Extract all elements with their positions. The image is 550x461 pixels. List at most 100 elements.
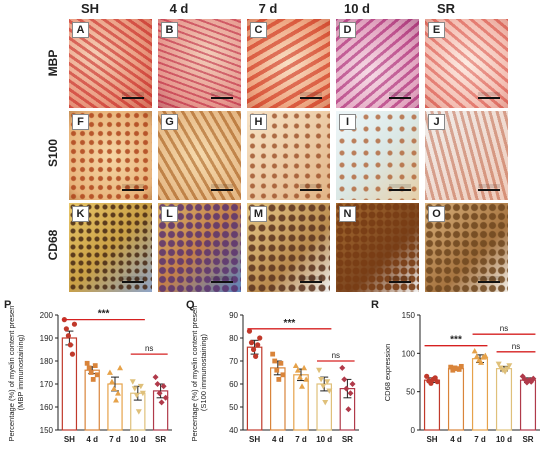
data-point — [160, 383, 167, 390]
scale-bar — [122, 92, 144, 99]
data-point — [110, 385, 117, 391]
significance-label: *** — [98, 309, 110, 320]
data-point — [88, 370, 94, 375]
scale-bar — [389, 92, 411, 99]
micrograph-s100-4d: G — [158, 111, 241, 200]
panel-letter: K — [72, 206, 89, 222]
y-tick-label: 0 — [411, 426, 416, 435]
micrograph-s100-10d: I — [336, 111, 419, 200]
data-point — [152, 374, 159, 381]
significance-label: *** — [284, 318, 296, 329]
data-point — [129, 379, 136, 385]
micrograph-s100-sr: J — [425, 111, 508, 200]
data-point — [506, 363, 513, 369]
row-label-s100: S100 — [46, 138, 60, 168]
data-point — [246, 328, 253, 334]
data-point — [154, 381, 161, 387]
significance-label: ns — [512, 342, 520, 351]
significance-label: *** — [450, 335, 462, 346]
y-tick-label: 190 — [40, 334, 54, 343]
scale-bar — [211, 184, 233, 191]
micrograph-s100-sh: F — [69, 111, 152, 200]
data-point — [162, 394, 169, 401]
column-header-4d: 4 d — [169, 1, 189, 16]
x-tick-label: 4 d — [272, 435, 284, 444]
panel-letter: J — [428, 114, 445, 130]
scale-bar — [389, 276, 411, 283]
data-point — [250, 346, 257, 353]
data-point — [248, 340, 255, 346]
panel-letter: F — [72, 114, 89, 130]
data-point — [84, 360, 90, 366]
data-point — [316, 367, 323, 374]
data-point — [303, 376, 310, 382]
y-tick-label: 150 — [402, 311, 416, 320]
scale-bar — [478, 276, 500, 283]
data-point — [255, 342, 261, 348]
panel-letter: G — [161, 114, 178, 130]
x-tick-label: SH — [64, 435, 75, 444]
panel-letter: H — [250, 114, 267, 130]
panel-letter: B — [161, 22, 178, 38]
data-point — [326, 388, 333, 394]
column-header-10d: 10 d — [343, 1, 370, 16]
y-tick-label: 160 — [40, 403, 54, 412]
data-point — [471, 348, 478, 354]
bar-chart-cd68: 0 50 100 150 CD68 expression SH 4 d 7 d 10 d SR **… — [383, 311, 540, 444]
data-point — [456, 367, 462, 372]
row-label-cd68: CD68 — [46, 229, 60, 261]
data-point — [341, 376, 348, 383]
data-point — [324, 379, 331, 385]
data-point — [257, 335, 263, 341]
y-tick-label: 50 — [406, 388, 415, 397]
data-point — [94, 372, 100, 378]
data-point — [526, 377, 533, 384]
micrograph-cd68-10d: N — [336, 203, 419, 292]
micrograph-cd68-7d: M — [247, 203, 330, 292]
scale-bar — [300, 276, 322, 283]
x-tick-label: 7 d — [474, 435, 486, 444]
bar — [293, 374, 309, 431]
data-point — [345, 406, 352, 413]
x-tick-label: SR — [522, 435, 533, 444]
y-axis-label: CD68 expression — [383, 344, 392, 402]
y-tick-label: 60 — [229, 380, 238, 389]
bar — [519, 379, 537, 431]
micrograph-mbp-10d: D — [336, 19, 419, 108]
data-point — [108, 378, 115, 385]
x-tick-label: 4 d — [86, 435, 98, 444]
scale-bar — [211, 276, 233, 283]
data-point — [280, 372, 286, 378]
data-point — [139, 390, 146, 397]
panel-letter: N — [339, 206, 356, 222]
row-label-mbp: MBP — [46, 49, 60, 77]
data-point — [270, 351, 276, 357]
data-point — [458, 363, 464, 369]
micrograph-mbp-4d: B — [158, 19, 241, 108]
panel-letter: D — [339, 22, 356, 38]
y-axis-label: Percentage (%) of myelin content present — [190, 305, 199, 442]
data-point — [322, 400, 329, 406]
data-point — [272, 358, 278, 364]
y-tick-label: 170 — [40, 380, 54, 389]
bar — [447, 368, 465, 431]
micrograph-s100-7d: H — [247, 111, 330, 200]
y-tick-label: 40 — [229, 426, 238, 435]
panel-letter: O — [428, 206, 445, 222]
x-tick-label: SR — [155, 435, 166, 444]
scale-bar — [389, 184, 411, 191]
x-tick-label: 10 d — [316, 435, 332, 444]
panel-letter: M — [250, 206, 267, 222]
bar — [471, 358, 489, 431]
data-point — [343, 385, 350, 392]
data-point — [135, 409, 142, 415]
scale-bar — [478, 92, 500, 99]
y-axis-label: (MBP immunostaining) — [16, 334, 25, 410]
x-tick-label: 10 d — [130, 435, 146, 444]
micrograph-cd68-sh: K — [69, 203, 152, 292]
column-header-sr: SR — [436, 1, 456, 16]
x-tick-label: SH — [249, 435, 260, 444]
bar-chart-s100: 40 50 60 70 80 90 Percentage (%) of myelin con… — [190, 305, 359, 444]
y-tick-label: 90 — [229, 311, 238, 320]
x-tick-label: 7 d — [109, 435, 121, 444]
